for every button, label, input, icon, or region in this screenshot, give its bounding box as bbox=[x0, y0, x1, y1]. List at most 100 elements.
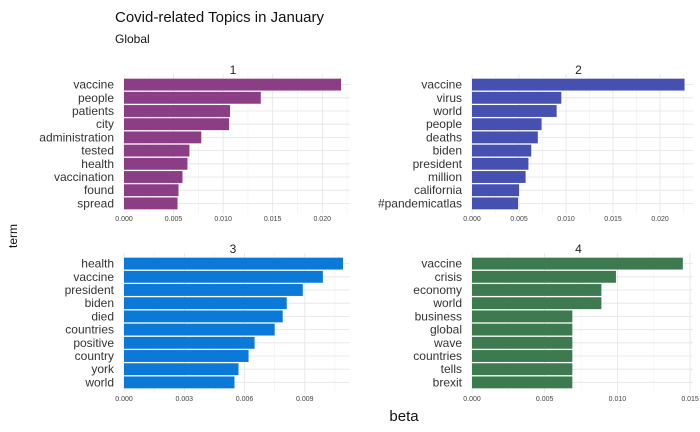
term-label: economy bbox=[413, 283, 462, 297]
term-label: world bbox=[432, 104, 462, 118]
x-tick-label: 0.010 bbox=[557, 216, 575, 223]
term-label: deaths bbox=[426, 130, 462, 144]
term-label: biden bbox=[85, 296, 114, 310]
term-label: patients bbox=[72, 104, 114, 118]
term-label: died bbox=[91, 309, 114, 323]
term-label: country bbox=[75, 349, 114, 363]
term-label: countries bbox=[65, 323, 114, 337]
term-label: business bbox=[415, 309, 462, 323]
term-label: world bbox=[84, 375, 114, 389]
bar-president bbox=[124, 284, 303, 296]
bar-countries bbox=[124, 323, 275, 336]
bar-country bbox=[124, 350, 249, 362]
term-label: million bbox=[428, 170, 462, 184]
bar-spread bbox=[124, 197, 178, 210]
bar-brexit bbox=[472, 376, 573, 389]
facet-strip-label: 2 bbox=[575, 63, 582, 77]
bar-people bbox=[472, 118, 542, 131]
facet-strip-label: 3 bbox=[230, 242, 237, 256]
x-tick-label: 0.015 bbox=[264, 216, 282, 223]
chart-subtitle: Global bbox=[115, 32, 150, 46]
bar-wave bbox=[472, 336, 573, 349]
bar-pandemicatlas bbox=[472, 197, 519, 210]
x-tick-label: 0.000 bbox=[463, 216, 481, 223]
x-tick-label: 0.015 bbox=[681, 396, 699, 403]
x-tick-label: 0.000 bbox=[463, 396, 481, 403]
term-label: california bbox=[414, 183, 462, 197]
term-label: crisis bbox=[435, 270, 462, 284]
bar-tested bbox=[124, 144, 190, 157]
bar-biden bbox=[472, 144, 532, 157]
term-label: virus bbox=[437, 91, 462, 105]
bar-vaccine bbox=[124, 78, 342, 91]
bar-york bbox=[124, 363, 239, 376]
term-label: president bbox=[413, 157, 463, 171]
bar-business bbox=[472, 310, 573, 323]
bar-city bbox=[124, 118, 230, 131]
x-tick-label: 0.010 bbox=[214, 216, 232, 223]
term-label: found bbox=[84, 183, 114, 197]
bar-vaccine bbox=[124, 270, 323, 283]
term-label: global bbox=[430, 323, 462, 337]
bar-biden bbox=[124, 297, 287, 310]
term-label: #pandemicatlas bbox=[378, 196, 462, 210]
facet-strip-label: 4 bbox=[575, 242, 582, 256]
term-label: administration bbox=[39, 130, 114, 144]
term-label: people bbox=[78, 91, 114, 105]
bar-global bbox=[472, 323, 573, 336]
bar-positive bbox=[124, 336, 255, 349]
bar-president bbox=[472, 157, 529, 170]
bar-world bbox=[472, 105, 557, 117]
bar-deaths bbox=[472, 131, 538, 144]
term-label: health bbox=[81, 157, 114, 171]
term-label: york bbox=[91, 362, 115, 376]
facet-panel-3: 0.000 0.003 0.006 0.009 healthvaccinepreside… bbox=[65, 242, 350, 403]
x-tick-label: 0.010 bbox=[609, 396, 627, 403]
x-tick-label: 0.006 bbox=[236, 396, 254, 403]
term-label: positive bbox=[73, 336, 114, 350]
facet-panel-4: 0.000 0.005 0.010 0.015 vaccinecrisiseconomy… bbox=[413, 242, 699, 403]
term-label: health bbox=[81, 257, 114, 271]
bar-tells bbox=[472, 363, 573, 376]
x-tick-label: 0.005 bbox=[165, 216, 183, 223]
bar-people bbox=[124, 91, 261, 104]
term-label: vaccine bbox=[73, 78, 114, 92]
bar-countries bbox=[472, 350, 573, 362]
bar-vaccine bbox=[472, 78, 685, 91]
bar-died bbox=[124, 310, 283, 323]
facet-panels: 0.000 0.005 0.010 0.015 0.020vaccinepeoplepa… bbox=[39, 63, 699, 403]
facet-panel-2: 0.000 0.005 0.010 0.015 0.020 vaccineviruswor… bbox=[378, 63, 693, 223]
term-label: wave bbox=[433, 336, 462, 350]
bar-economy bbox=[472, 284, 602, 296]
x-tick-label: 0.020 bbox=[313, 216, 331, 223]
term-label: president bbox=[65, 283, 115, 297]
x-tick-label: 0.003 bbox=[176, 396, 194, 403]
bar-million bbox=[472, 171, 526, 183]
bar-health bbox=[124, 157, 188, 170]
term-label: tells bbox=[441, 362, 462, 376]
bar-virus bbox=[472, 91, 562, 104]
facet-strip-label: 1 bbox=[230, 63, 237, 77]
term-label: biden bbox=[433, 144, 462, 158]
x-tick-label: 0.015 bbox=[604, 216, 622, 223]
bar-world bbox=[472, 297, 602, 310]
bar-vaccination bbox=[124, 171, 183, 183]
x-tick-label: 0.020 bbox=[651, 216, 669, 223]
x-tick-label: 0.005 bbox=[536, 396, 554, 403]
x-tick-label: 0.005 bbox=[510, 216, 528, 223]
term-label: people bbox=[426, 117, 462, 131]
term-label: city bbox=[96, 117, 114, 131]
term-label: vaccine bbox=[421, 257, 462, 271]
bar-found bbox=[124, 184, 179, 197]
bar-world bbox=[124, 376, 235, 389]
bar-administration bbox=[124, 131, 202, 144]
term-label: tested bbox=[81, 144, 114, 158]
term-label: world bbox=[432, 296, 462, 310]
y-axis-title: term bbox=[6, 224, 20, 248]
x-tick-label: 0.000 bbox=[115, 396, 133, 403]
facet-panel-1: 0.000 0.005 0.010 0.015 0.020 vaccinepeoplepa… bbox=[39, 63, 350, 223]
term-label: spread bbox=[77, 196, 114, 210]
term-label: vaccine bbox=[73, 270, 114, 284]
term-label: brexit bbox=[433, 375, 463, 389]
